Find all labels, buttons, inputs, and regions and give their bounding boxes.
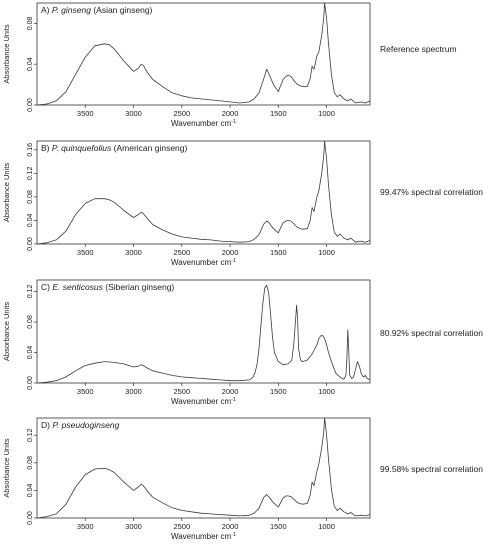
panel-title-a: A) P. ginseng (Asian ginseng) <box>41 5 153 15</box>
panel-b: 3500 3000 2500 2000 1500 1000 0.00 0.04 0.08 0.12… <box>2 140 371 267</box>
x-tick-label-b-4: 1500 <box>270 248 287 257</box>
y-tick-label-d-3: 0.12 <box>27 428 34 442</box>
panel-d: 3500 3000 2500 2000 1500 1000 0.00 0.04 0.08 0.12… <box>2 417 371 541</box>
x-axis-label-a: Wavenumber cm-1 <box>171 119 236 128</box>
annotation-c: 80.92% spectral correlation <box>380 328 483 338</box>
annotation-b: 99.47% spectral correlation <box>380 187 483 197</box>
y-tick-label-b-2: 0.08 <box>27 190 34 204</box>
common-name-c: (Siberian ginseng) <box>103 282 175 292</box>
x-axis-label-sup-a: -1 <box>231 119 236 125</box>
x-axis-label-text-b: Wavenumber cm <box>171 258 232 267</box>
plot-frame-d <box>36 417 371 519</box>
x-axis-label-c: Wavenumber cm-1 <box>171 397 236 406</box>
panel-a: 3500 3000 2500 2000 1500 1000 0.00 0.04 0.08 Wave… <box>2 2 371 128</box>
y-tick-label-d-0: 0.00 <box>27 511 34 525</box>
species-name-b: P. quinquefolius <box>52 143 112 153</box>
panel-label-c: C) <box>41 282 52 292</box>
y-axis-label-a: Absorbance Units <box>2 24 11 83</box>
x-tick-label-c-1: 3000 <box>125 387 142 396</box>
species-name-d: P. pseudoginseng <box>52 420 119 430</box>
y-tick-label-c-0: 0.00 <box>27 376 34 390</box>
x-axis-label-d: Wavenumber cm-1 <box>171 532 236 541</box>
x-axis-label-sup-d: -1 <box>231 532 236 538</box>
x-tick-label-c-0: 3500 <box>77 387 94 396</box>
y-tick-label-b-0: 0.00 <box>27 237 34 251</box>
panel-label-a: A) <box>41 5 52 15</box>
x-axis-label-text-c: Wavenumber cm <box>171 397 232 406</box>
y-tick-label-a-0: 0.00 <box>27 98 34 112</box>
y-axis-label-b: Absorbance Units <box>2 163 11 222</box>
annotation-a: Reference spectrum <box>380 44 457 54</box>
y-tick-label-b-1: 0.04 <box>27 214 34 228</box>
spectrum-line-c <box>36 284 371 384</box>
x-tick-label-a-4: 1500 <box>270 109 287 118</box>
x-tick-label-a-1: 3000 <box>125 109 142 118</box>
x-tick-label-d-4: 1500 <box>270 522 287 531</box>
x-tick-label-c-2: 2500 <box>173 387 190 396</box>
x-tick-label-c-4: 1500 <box>270 387 287 396</box>
common-name-a: (Asian ginseng) <box>91 5 153 15</box>
y-axis-label-c: Absorbance Units <box>2 302 11 361</box>
species-name-a: P. ginseng <box>52 5 91 15</box>
x-tick-label-c-5: 1000 <box>318 387 335 396</box>
y-tick-label-d-1: 0.04 <box>27 483 34 497</box>
x-tick-label-b-0: 3500 <box>77 248 94 257</box>
spectrum-line-d <box>36 417 371 519</box>
x-axis-label-sup-c: -1 <box>231 397 236 403</box>
x-axis-label-sup-b: -1 <box>231 258 236 264</box>
x-tick-label-d-1: 3000 <box>125 522 142 531</box>
species-name-c: E. senticosus <box>52 282 103 292</box>
plot-frame-b <box>36 140 371 245</box>
panel-c: 3500 3000 2500 2000 1500 1000 0.00 0.04 0.08 0.12… <box>2 279 371 406</box>
x-tick-label-a-3: 2000 <box>222 109 239 118</box>
x-axis-label-text-a: Wavenumber cm <box>171 119 232 128</box>
x-axis-label-text-d: Wavenumber cm <box>171 532 232 541</box>
common-name-b: (American ginseng) <box>111 143 187 153</box>
x-tick-label-d-5: 1000 <box>318 522 335 531</box>
x-tick-label-b-2: 2500 <box>173 248 190 257</box>
x-tick-label-d-2: 2500 <box>173 522 190 531</box>
panel-title-d: D) P. pseudoginseng <box>41 420 120 430</box>
plot-frame-c <box>36 279 371 384</box>
y-tick-label-d-2: 0.08 <box>27 456 34 470</box>
annotation-d: 99.58% spectral correlation <box>380 464 483 474</box>
x-tick-label-d-0: 3500 <box>77 522 94 531</box>
x-tick-label-b-3: 2000 <box>222 248 239 257</box>
x-tick-label-d-3: 2000 <box>222 522 239 531</box>
x-tick-label-a-5: 1000 <box>318 109 335 118</box>
y-tick-label-c-1: 0.04 <box>27 346 34 360</box>
panel-title-c: C) E. senticosus (Siberian ginseng) <box>41 282 174 292</box>
x-tick-label-a-0: 3500 <box>77 109 94 118</box>
y-tick-label-b-3: 0.12 <box>27 166 34 180</box>
y-tick-label-a-2: 0.08 <box>27 16 34 30</box>
x-tick-label-a-2: 2500 <box>173 109 190 118</box>
y-tick-label-a-1: 0.04 <box>27 57 34 71</box>
spectrum-line-a <box>36 2 371 106</box>
x-tick-label-c-3: 2000 <box>222 387 239 396</box>
x-tick-label-b-1: 3000 <box>125 248 142 257</box>
y-axis-label-d: Absorbance Units <box>2 438 11 497</box>
x-axis-label-b: Wavenumber cm-1 <box>171 258 236 267</box>
y-tick-label-c-3: 0.12 <box>27 285 34 299</box>
plot-frame-a <box>36 2 371 106</box>
y-tick-label-b-4: 0.16 <box>27 143 34 157</box>
x-tick-label-b-5: 1000 <box>318 248 335 257</box>
panel-label-b: B) <box>41 143 52 153</box>
panel-title-b: B) P. quinquefolius (American ginseng) <box>41 143 188 153</box>
panel-label-d: D) <box>41 420 52 430</box>
spectrum-line-b <box>36 140 371 245</box>
y-tick-label-c-2: 0.08 <box>27 315 34 329</box>
